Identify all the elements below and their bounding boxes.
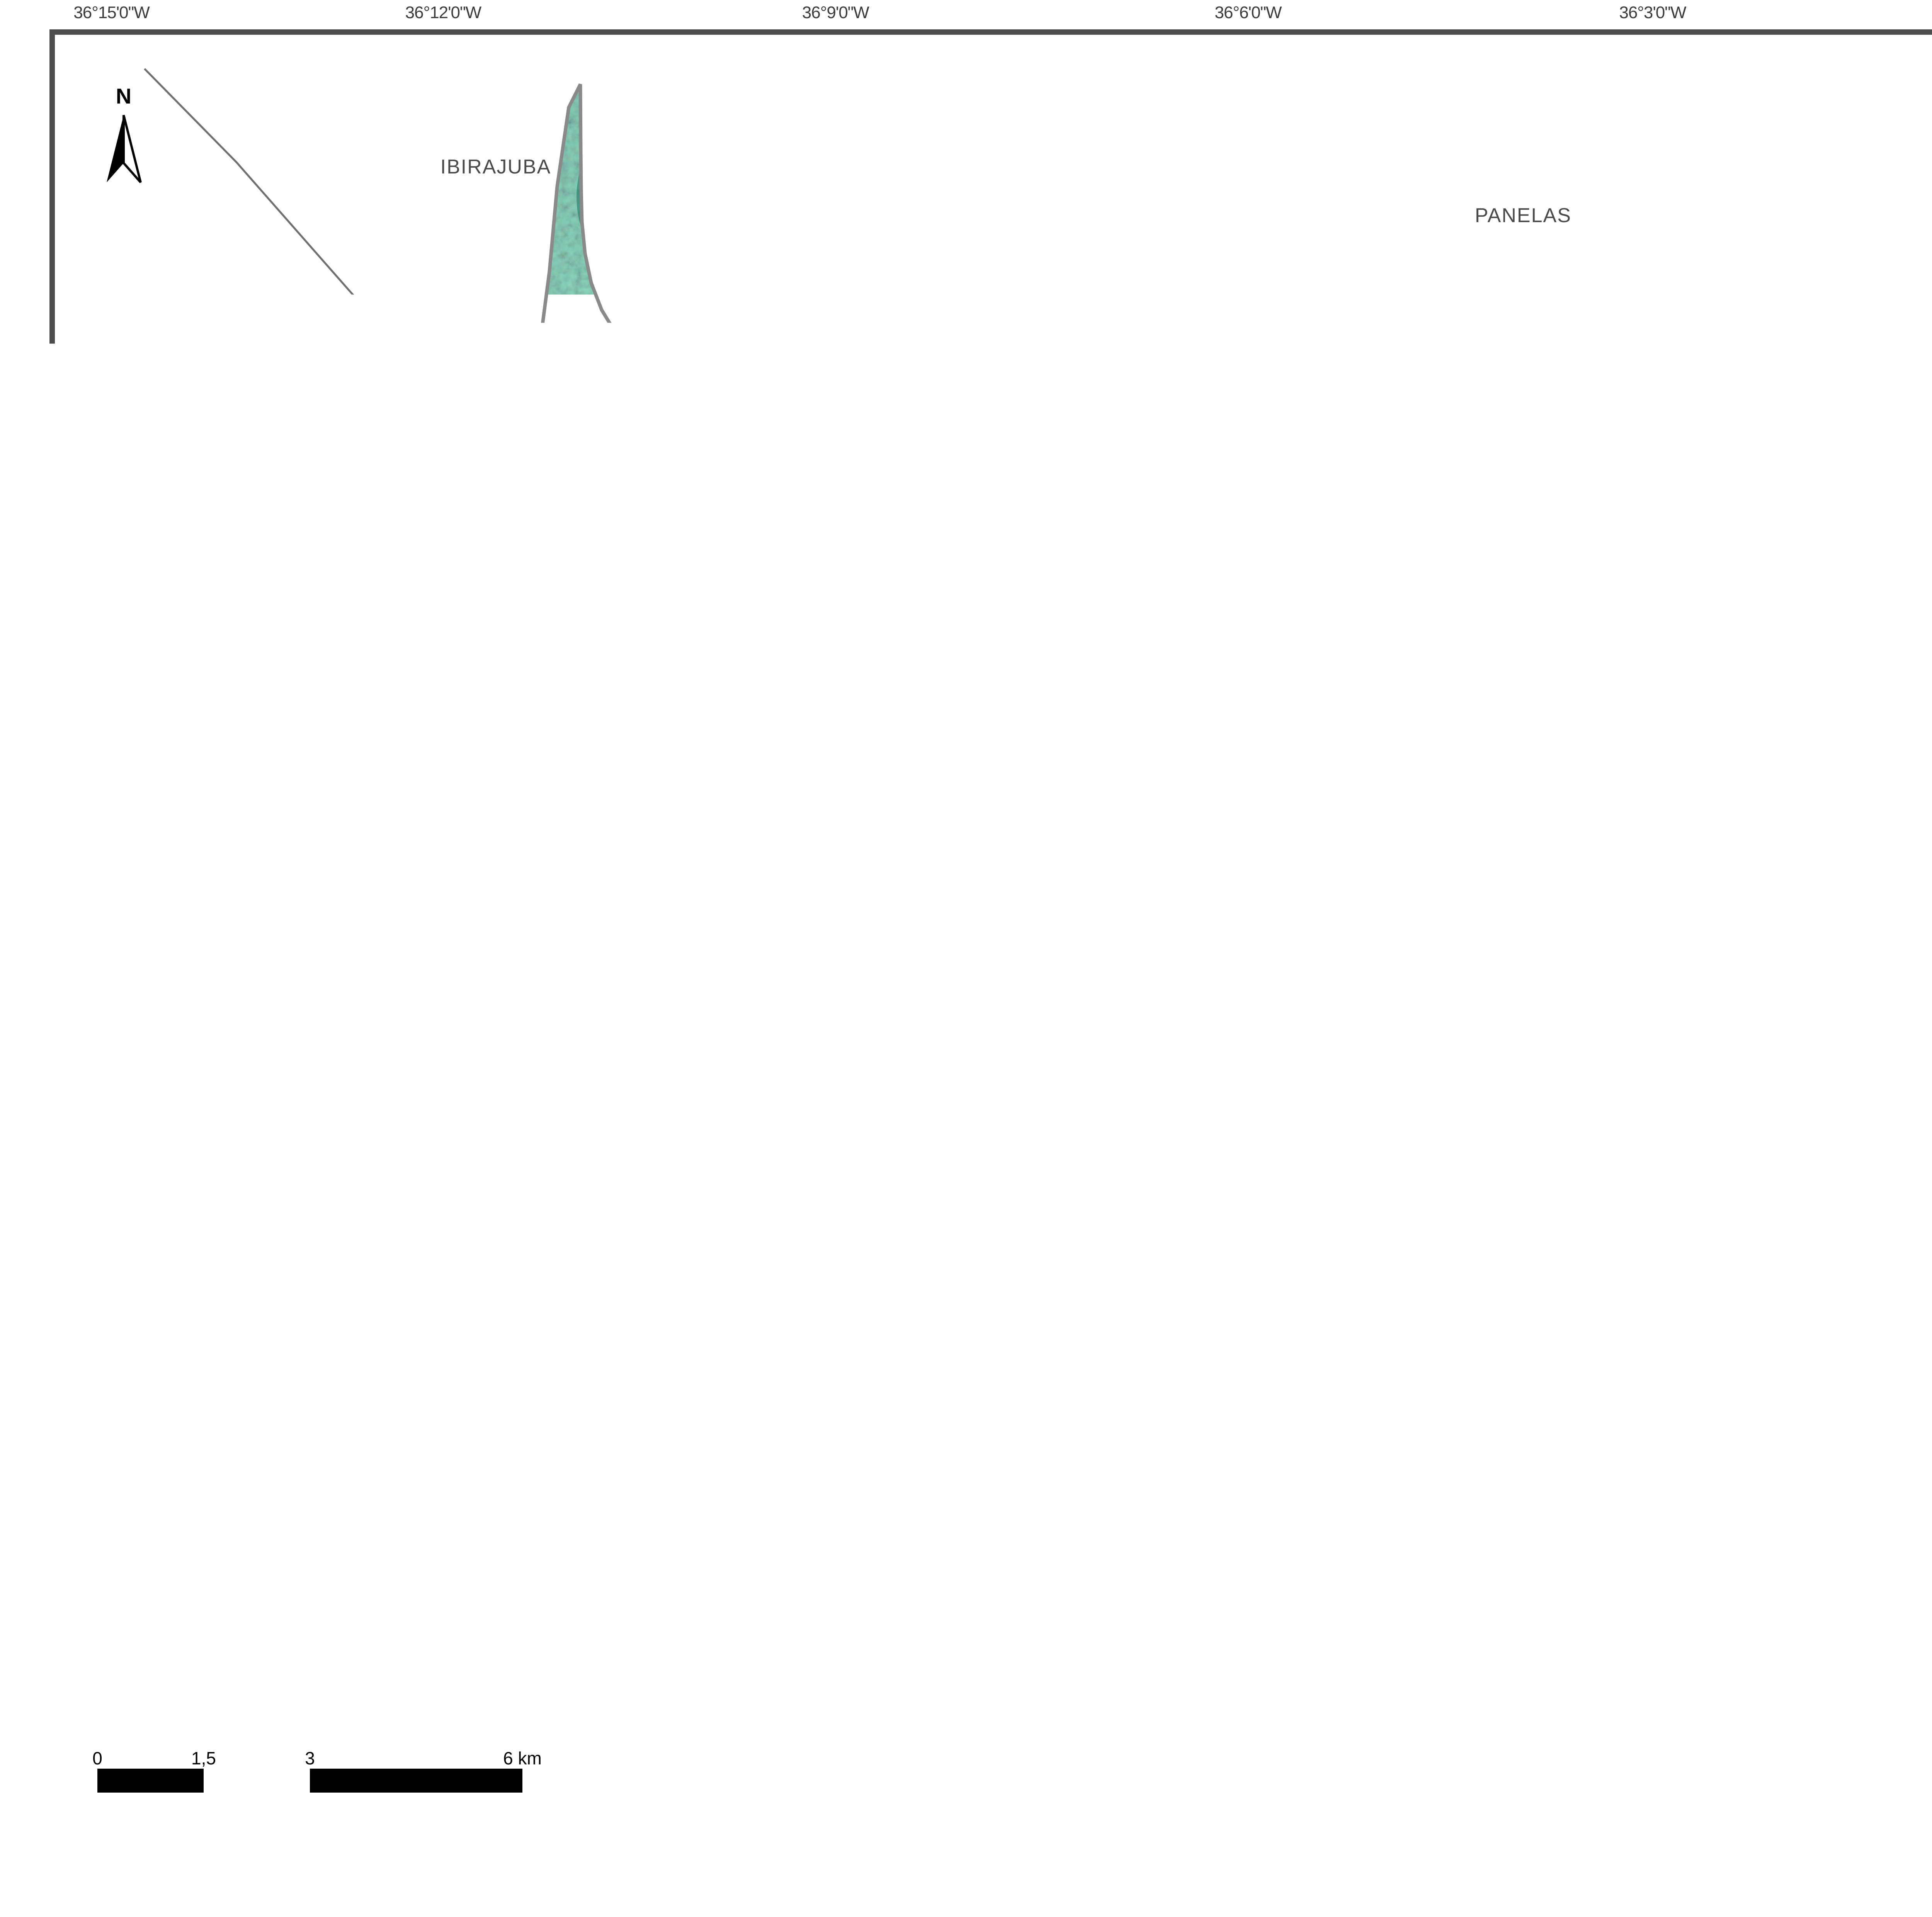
scale-bar-segment	[416, 1769, 522, 1793]
scale-bar-labels: 0 1,5 3 6 km	[97, 1745, 522, 1769]
coord-label-longitude-top: 36°15'0"W	[73, 3, 150, 22]
coord-label-longitude-top: 36°6'0"W	[1215, 3, 1282, 22]
graticule-tick-x	[835, 29, 837, 35]
map-municipality-label: CANHOTINHO	[449, 1613, 592, 1636]
scale-bar-segment	[310, 1769, 416, 1793]
scale-bar: 0 1,5 3 6 km	[97, 1745, 522, 1793]
map-frame[interactable]: IBIRAJUBA PANELAS LAJEDO QUIPAPÁ CANHOTINHO …	[49, 29, 1932, 1848]
scale-bar-tick-label: 0	[92, 1748, 102, 1769]
graticule-tick-x	[835, 1843, 837, 1848]
coord-label-longitude-top: 36°3'0"W	[1619, 3, 1686, 22]
graticule-tick-x	[1653, 29, 1655, 35]
raster-south	[171, 518, 1716, 1831]
coord-label-latitude: 8°45'0"S	[14, 882, 34, 945]
scale-bar-tick-label: 1,5	[191, 1748, 216, 1769]
graticule-tick-y	[49, 913, 55, 915]
coord-label-latitude: 8°42'0"S	[14, 428, 34, 491]
scale-bar-tick-label: 6 km	[503, 1748, 542, 1769]
coord-label-longitude-bottom: 36°12'0"W	[405, 1865, 481, 1885]
graticule-tick-x	[112, 1843, 114, 1848]
map-municipality-label: IBIRAJUBA	[440, 155, 551, 178]
north-arrow-icon: N	[100, 89, 147, 178]
scale-bar-segment	[204, 1769, 310, 1793]
graticule-tick-x	[1248, 29, 1250, 35]
graticule-tick-y	[49, 460, 55, 462]
north-arrow-label: N	[116, 83, 131, 109]
map-municipality-label: QUIPAPÁ	[1683, 1517, 1776, 1540]
scale-bar-graphic	[97, 1769, 522, 1793]
graticule-tick-y	[49, 1369, 55, 1371]
coord-label-longitude-bottom: 36°6'0"W	[1215, 1865, 1282, 1885]
graticule-tick-x	[112, 29, 114, 35]
coord-label-longitude-bottom: 36°9'0"W	[802, 1865, 869, 1885]
graticule-tick-x	[443, 29, 445, 35]
graticule-tick-x	[1248, 1843, 1250, 1848]
coord-label-latitude: 8°48'0"S	[14, 1338, 34, 1400]
satellite-imagery	[55, 35, 1932, 1843]
coord-label-longitude-top: 36°12'0"W	[405, 3, 481, 22]
graticule-tick-x	[443, 1843, 445, 1848]
graticule-tick-x	[1653, 1843, 1655, 1848]
coord-label-longitude-bottom: 36°3'0"W	[1619, 1865, 1686, 1885]
map-canvas[interactable]: IBIRAJUBA PANELAS LAJEDO QUIPAPÁ CANHOTINHO …	[55, 35, 1932, 1843]
scale-bar-tick-label: 3	[305, 1748, 315, 1769]
coord-label-longitude-bottom: 36°15'0"W	[73, 1865, 150, 1885]
map-municipality-label: LAJEDO	[248, 399, 331, 422]
map-municipality-label: PANELAS	[1475, 204, 1571, 227]
coord-label-longitude-top: 36°9'0"W	[802, 3, 869, 22]
scale-bar-segment	[97, 1769, 204, 1793]
